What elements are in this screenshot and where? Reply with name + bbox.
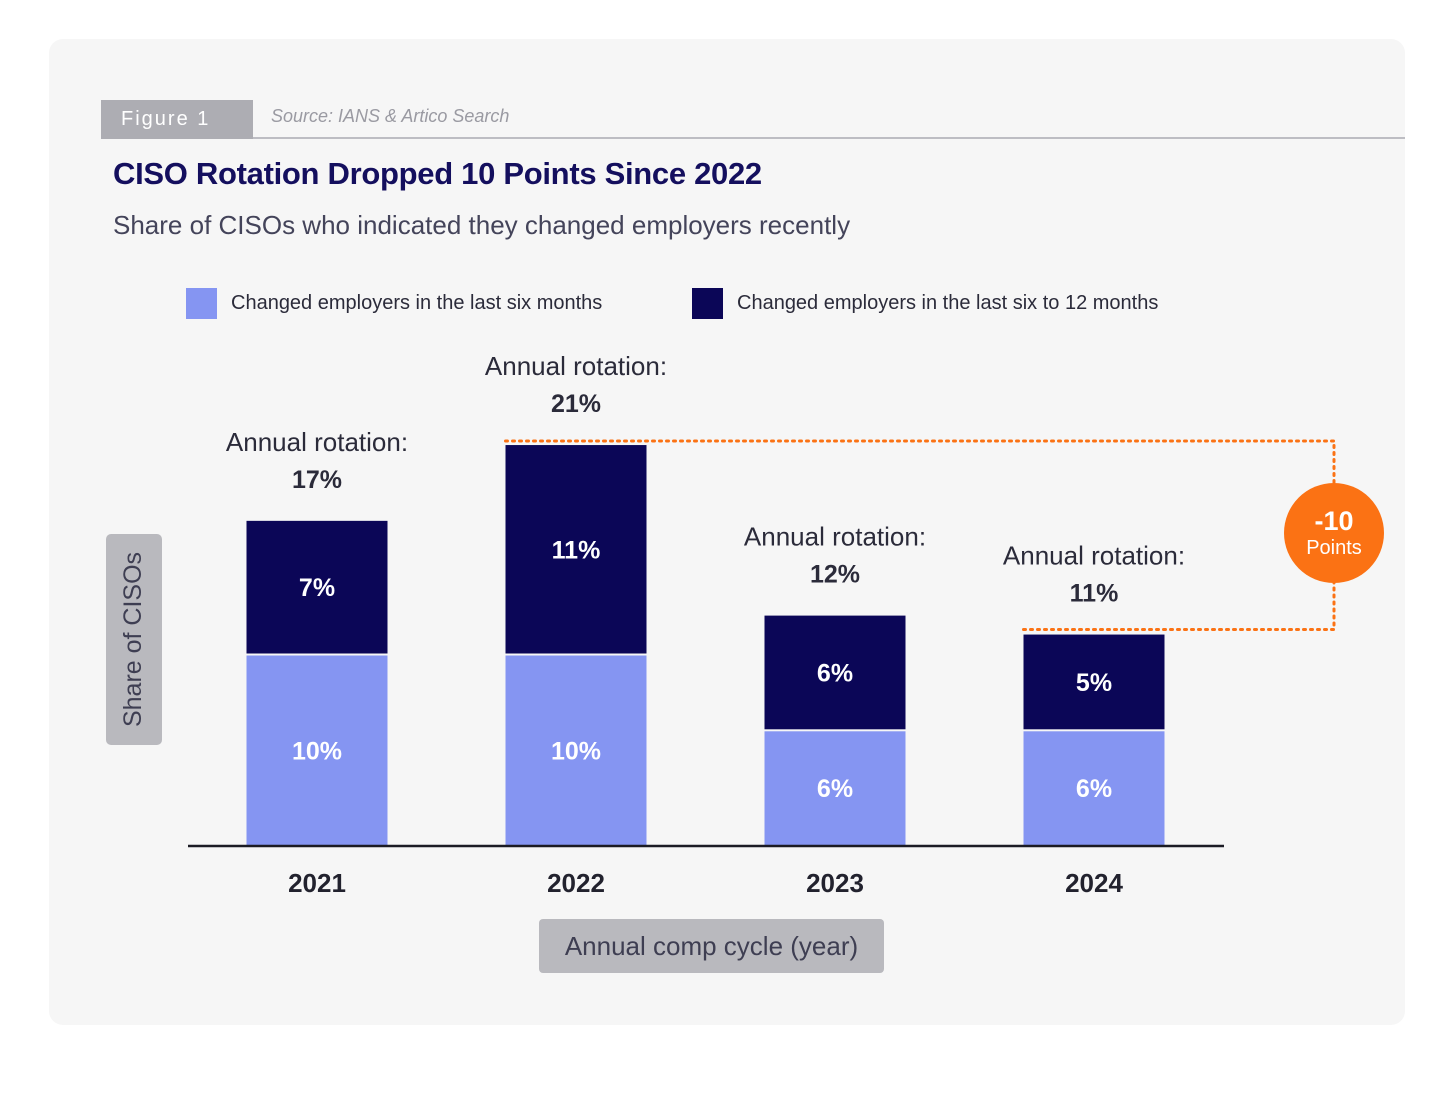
bar-label-six-to-twelve-2023: 6% — [817, 659, 853, 687]
bar-label-six-months-2023: 6% — [817, 775, 853, 803]
x-tick-2022: 2022 — [547, 868, 605, 898]
bar-six-months-2021 — [246, 655, 388, 845]
callout-connector-bottom — [1022, 581, 1336, 632]
legend-label-six-months: Changed employers in the last six months — [231, 292, 603, 314]
x-tick-2021: 2021 — [288, 868, 346, 898]
annotation-value-2024: 11% — [1070, 580, 1119, 608]
bar-label-six-months-2024: 6% — [1076, 775, 1112, 803]
figure-tag: Figure 1 — [101, 100, 253, 139]
legend-label-six-to-twelve: Changed employers in the last six to 12 … — [737, 292, 1159, 314]
annotation-label-2022: Annual rotation: — [485, 351, 667, 381]
bar-label-six-months-2022: 10% — [551, 737, 601, 765]
chart-subtitle: Share of CISOs who indicated they change… — [113, 210, 851, 240]
x-tick-2024: 2024 — [1065, 868, 1123, 898]
annotation-value-2023: 12% — [810, 561, 860, 589]
bar-six-to-twelve-2024 — [1023, 634, 1165, 730]
bar-six-months-2022 — [505, 655, 647, 845]
bar-label-six-to-twelve-2021: 7% — [299, 574, 335, 602]
source-note: Source: IANS & Artico Search — [271, 106, 510, 126]
bar-six-to-twelve-2023 — [764, 615, 906, 730]
bar-label-six-months-2021: 10% — [292, 737, 342, 765]
bar-six-months-2023 — [764, 731, 906, 845]
annotation-label-2021: Annual rotation: — [226, 427, 408, 457]
callout-connector-top — [504, 439, 1336, 485]
legend-swatch-six-to-twelve — [692, 288, 723, 319]
bar-label-six-to-twelve-2024: 5% — [1076, 669, 1112, 697]
figure-rule — [253, 137, 1405, 139]
annotation-value-2022: 21% — [551, 390, 601, 418]
annotation-label-2023: Annual rotation: — [744, 522, 926, 552]
change-badge-unit: Points — [1306, 537, 1362, 559]
change-badge: -10 Points — [1284, 483, 1384, 583]
x-tick-2023: 2023 — [806, 868, 864, 898]
legend-item-six-months: Changed employers in the last six months — [186, 288, 602, 319]
bar-six-to-twelve-2022 — [505, 445, 647, 654]
y-axis-label: Share of CISOs — [106, 534, 162, 745]
x-axis-label: Annual comp cycle (year) — [539, 919, 884, 973]
legend-item-six-to-twelve: Changed employers in the last six to 12 … — [692, 288, 1158, 319]
annotation-value-2021: 17% — [292, 466, 342, 494]
change-badge-value: -10 — [1314, 506, 1354, 536]
annotation-label-2024: Annual rotation: — [1003, 541, 1185, 571]
bar-six-months-2024 — [1023, 731, 1165, 845]
chart-title: CISO Rotation Dropped 10 Points Since 20… — [113, 156, 762, 191]
bar-six-to-twelve-2021 — [246, 520, 388, 654]
legend-swatch-six-months — [186, 288, 217, 319]
bar-label-six-to-twelve-2022: 11% — [552, 536, 601, 564]
